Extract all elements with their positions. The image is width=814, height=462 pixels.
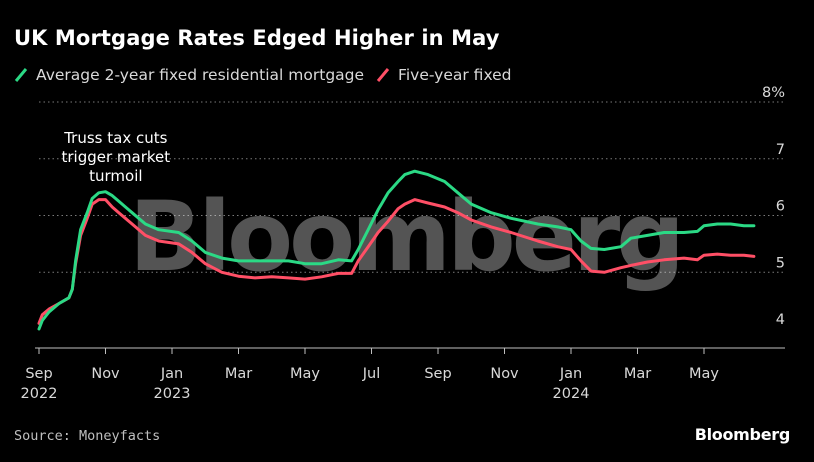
x-tick-label: Jan [559, 366, 582, 382]
y-tick-label-7: 7 [776, 142, 785, 158]
x-tick-year-label: 2023 [154, 386, 191, 402]
y-tick-label-8: 8% [762, 85, 785, 101]
legend-item-two-year: Average 2-year fixed residential mortgag… [14, 66, 364, 84]
annotation-text-line: turmoil [89, 167, 142, 185]
x-tick-label: Nov [91, 366, 120, 382]
x-tick-label: May [290, 366, 320, 382]
bloomberg-logo: Bloomberg [694, 425, 791, 444]
watermark-logo: Bloomberg [129, 181, 681, 293]
annotation-text-line: Truss tax cuts [63, 129, 167, 147]
x-tick-year-label: 2022 [21, 386, 58, 402]
legend-swatch-five-year-icon [376, 67, 390, 83]
x-tick-year-label: 2024 [553, 386, 590, 402]
source-note: Source: Moneyfacts [14, 428, 161, 444]
y-tick-label-6: 6 [776, 199, 785, 215]
series-line-two-year [37, 169, 756, 331]
x-tick-label: Sep [424, 366, 451, 382]
x-tick-label: Sep [25, 366, 52, 382]
x-tick-label: Mar [225, 366, 252, 382]
x-tick-label: May [689, 366, 719, 382]
chart-title: UK Mortgage Rates Edged Higher in May [14, 26, 500, 50]
y-tick-label-4: 4 [776, 312, 785, 328]
y-tick-label-5: 5 [776, 255, 785, 271]
legend-label-five-year: Five-year fixed [398, 66, 512, 84]
x-tick-label: Mar [624, 366, 651, 382]
legend-item-five-year: Five-year fixed [376, 66, 512, 84]
legend-swatch-two-year-icon [14, 67, 28, 83]
series-line-five-year [37, 198, 756, 325]
legend-label-two-year: Average 2-year fixed residential mortgag… [36, 66, 365, 84]
annotation-text-line: trigger market [61, 148, 170, 166]
x-tick-label: Jan [160, 366, 183, 382]
legend: Average 2-year fixed residential mortgag… [14, 66, 524, 84]
x-tick-label: Jul [362, 366, 381, 382]
x-tick-label: Nov [490, 366, 519, 382]
